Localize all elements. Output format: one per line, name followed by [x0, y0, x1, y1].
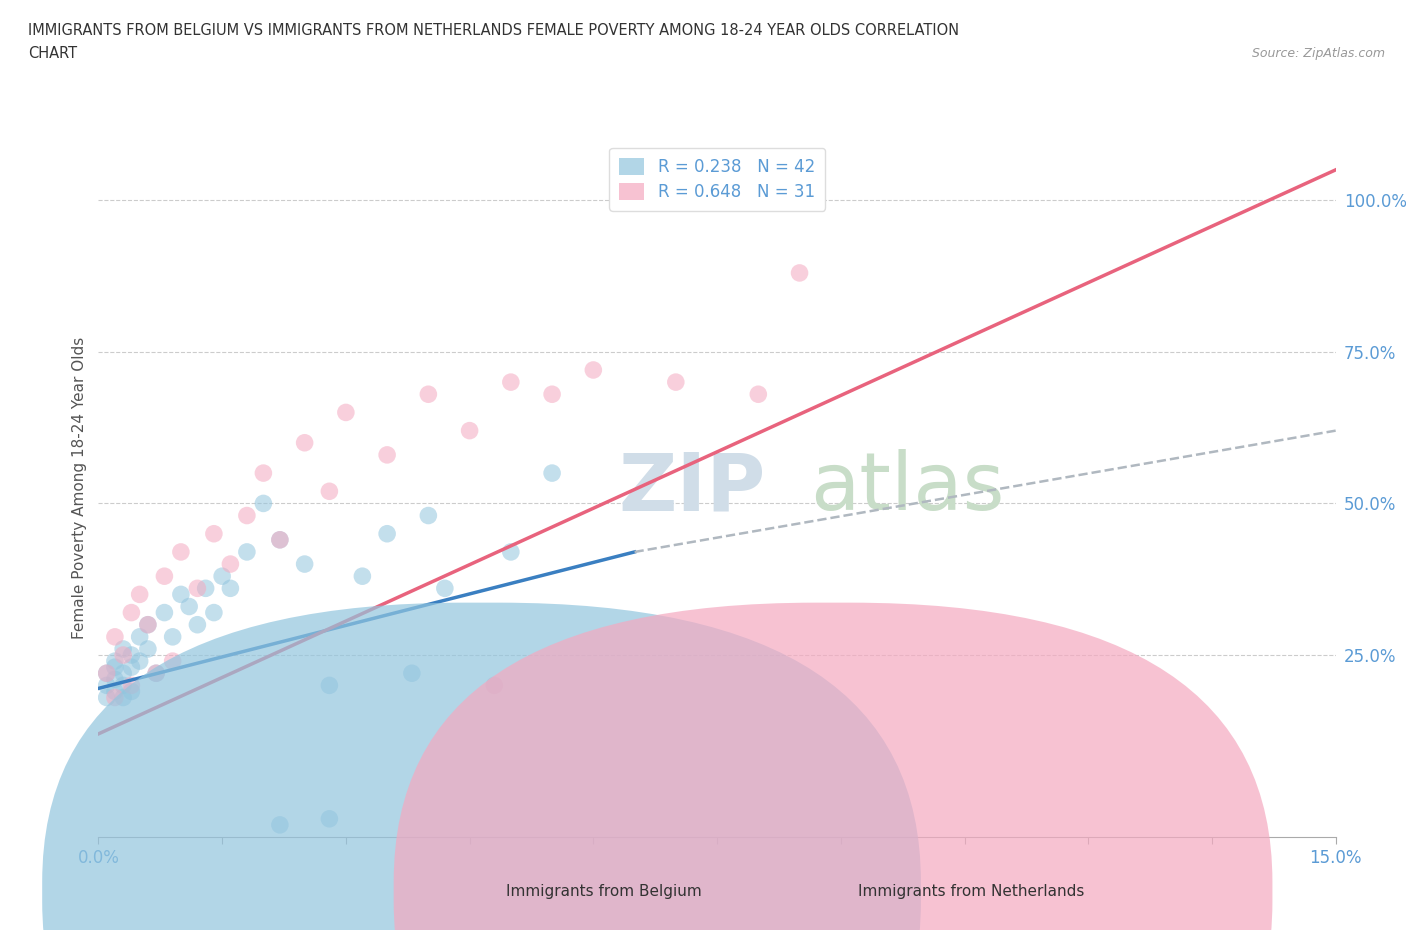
Point — [112, 666, 135, 681]
Point — [202, 605, 225, 620]
Legend: R = 0.238   N = 42, R = 0.648   N = 31: R = 0.238 N = 42, R = 0.648 N = 31 — [609, 148, 825, 211]
Text: IMMIGRANTS FROM BELGIUM VS IMMIGRANTS FROM NETHERLANDS FEMALE POVERTY AMONG 18-2: IMMIGRANTS FROM BELGIUM VS IMMIGRANTS FR… — [28, 23, 959, 38]
Point — [318, 678, 340, 693]
Point — [120, 678, 142, 693]
Point — [499, 544, 522, 559]
Text: atlas: atlas — [810, 449, 1004, 527]
Point — [162, 654, 184, 669]
Point — [120, 659, 142, 674]
Point — [335, 405, 357, 419]
Point — [112, 690, 135, 705]
Text: Immigrants from Belgium: Immigrants from Belgium — [506, 884, 702, 899]
Point — [433, 581, 456, 596]
Point — [136, 618, 159, 632]
Point — [252, 496, 274, 511]
Point — [96, 666, 118, 681]
Point — [236, 544, 259, 559]
Point — [128, 654, 150, 669]
Point — [418, 508, 440, 523]
Point — [136, 618, 159, 632]
Point — [541, 466, 564, 481]
Point — [269, 532, 291, 547]
Point — [202, 526, 225, 541]
Point — [499, 375, 522, 390]
Point — [179, 599, 201, 614]
Point — [186, 618, 208, 632]
Point — [352, 569, 374, 584]
Point — [747, 387, 769, 402]
Point — [236, 508, 259, 523]
Point — [120, 647, 142, 662]
Point — [401, 666, 423, 681]
Text: CHART: CHART — [28, 46, 77, 61]
Point — [211, 569, 233, 584]
Point — [318, 484, 340, 498]
Point — [294, 435, 316, 450]
Point — [96, 666, 118, 681]
Point — [96, 678, 118, 693]
Text: Source: ZipAtlas.com: Source: ZipAtlas.com — [1251, 46, 1385, 60]
Point — [153, 605, 176, 620]
Point — [375, 526, 398, 541]
Point — [104, 654, 127, 669]
Point — [162, 630, 184, 644]
Point — [186, 581, 208, 596]
Point — [120, 684, 142, 698]
Point — [104, 671, 127, 686]
Point — [418, 387, 440, 402]
Point — [145, 666, 167, 681]
Point — [128, 587, 150, 602]
Text: Immigrants from Netherlands: Immigrants from Netherlands — [858, 884, 1084, 899]
Point — [269, 817, 291, 832]
Point — [665, 375, 688, 390]
Point — [789, 265, 811, 280]
Y-axis label: Female Poverty Among 18-24 Year Olds: Female Poverty Among 18-24 Year Olds — [72, 338, 87, 640]
Point — [145, 666, 167, 681]
Point — [112, 647, 135, 662]
Point — [219, 581, 242, 596]
Point — [318, 811, 340, 826]
Point — [375, 447, 398, 462]
Point — [104, 659, 127, 674]
Point — [219, 557, 242, 572]
Text: ZIP: ZIP — [619, 449, 765, 527]
Point — [153, 569, 176, 584]
Point — [112, 642, 135, 657]
Point — [194, 581, 217, 596]
Point — [112, 678, 135, 693]
Point — [136, 642, 159, 657]
Point — [541, 387, 564, 402]
Point — [104, 630, 127, 644]
Point — [458, 423, 481, 438]
Point — [104, 684, 127, 698]
Point — [170, 544, 193, 559]
Point — [582, 363, 605, 378]
Point — [252, 466, 274, 481]
Point — [104, 690, 127, 705]
Point — [170, 587, 193, 602]
Point — [269, 532, 291, 547]
Point — [484, 678, 506, 693]
Point — [96, 690, 118, 705]
Point — [120, 605, 142, 620]
Point — [128, 630, 150, 644]
Point — [294, 557, 316, 572]
